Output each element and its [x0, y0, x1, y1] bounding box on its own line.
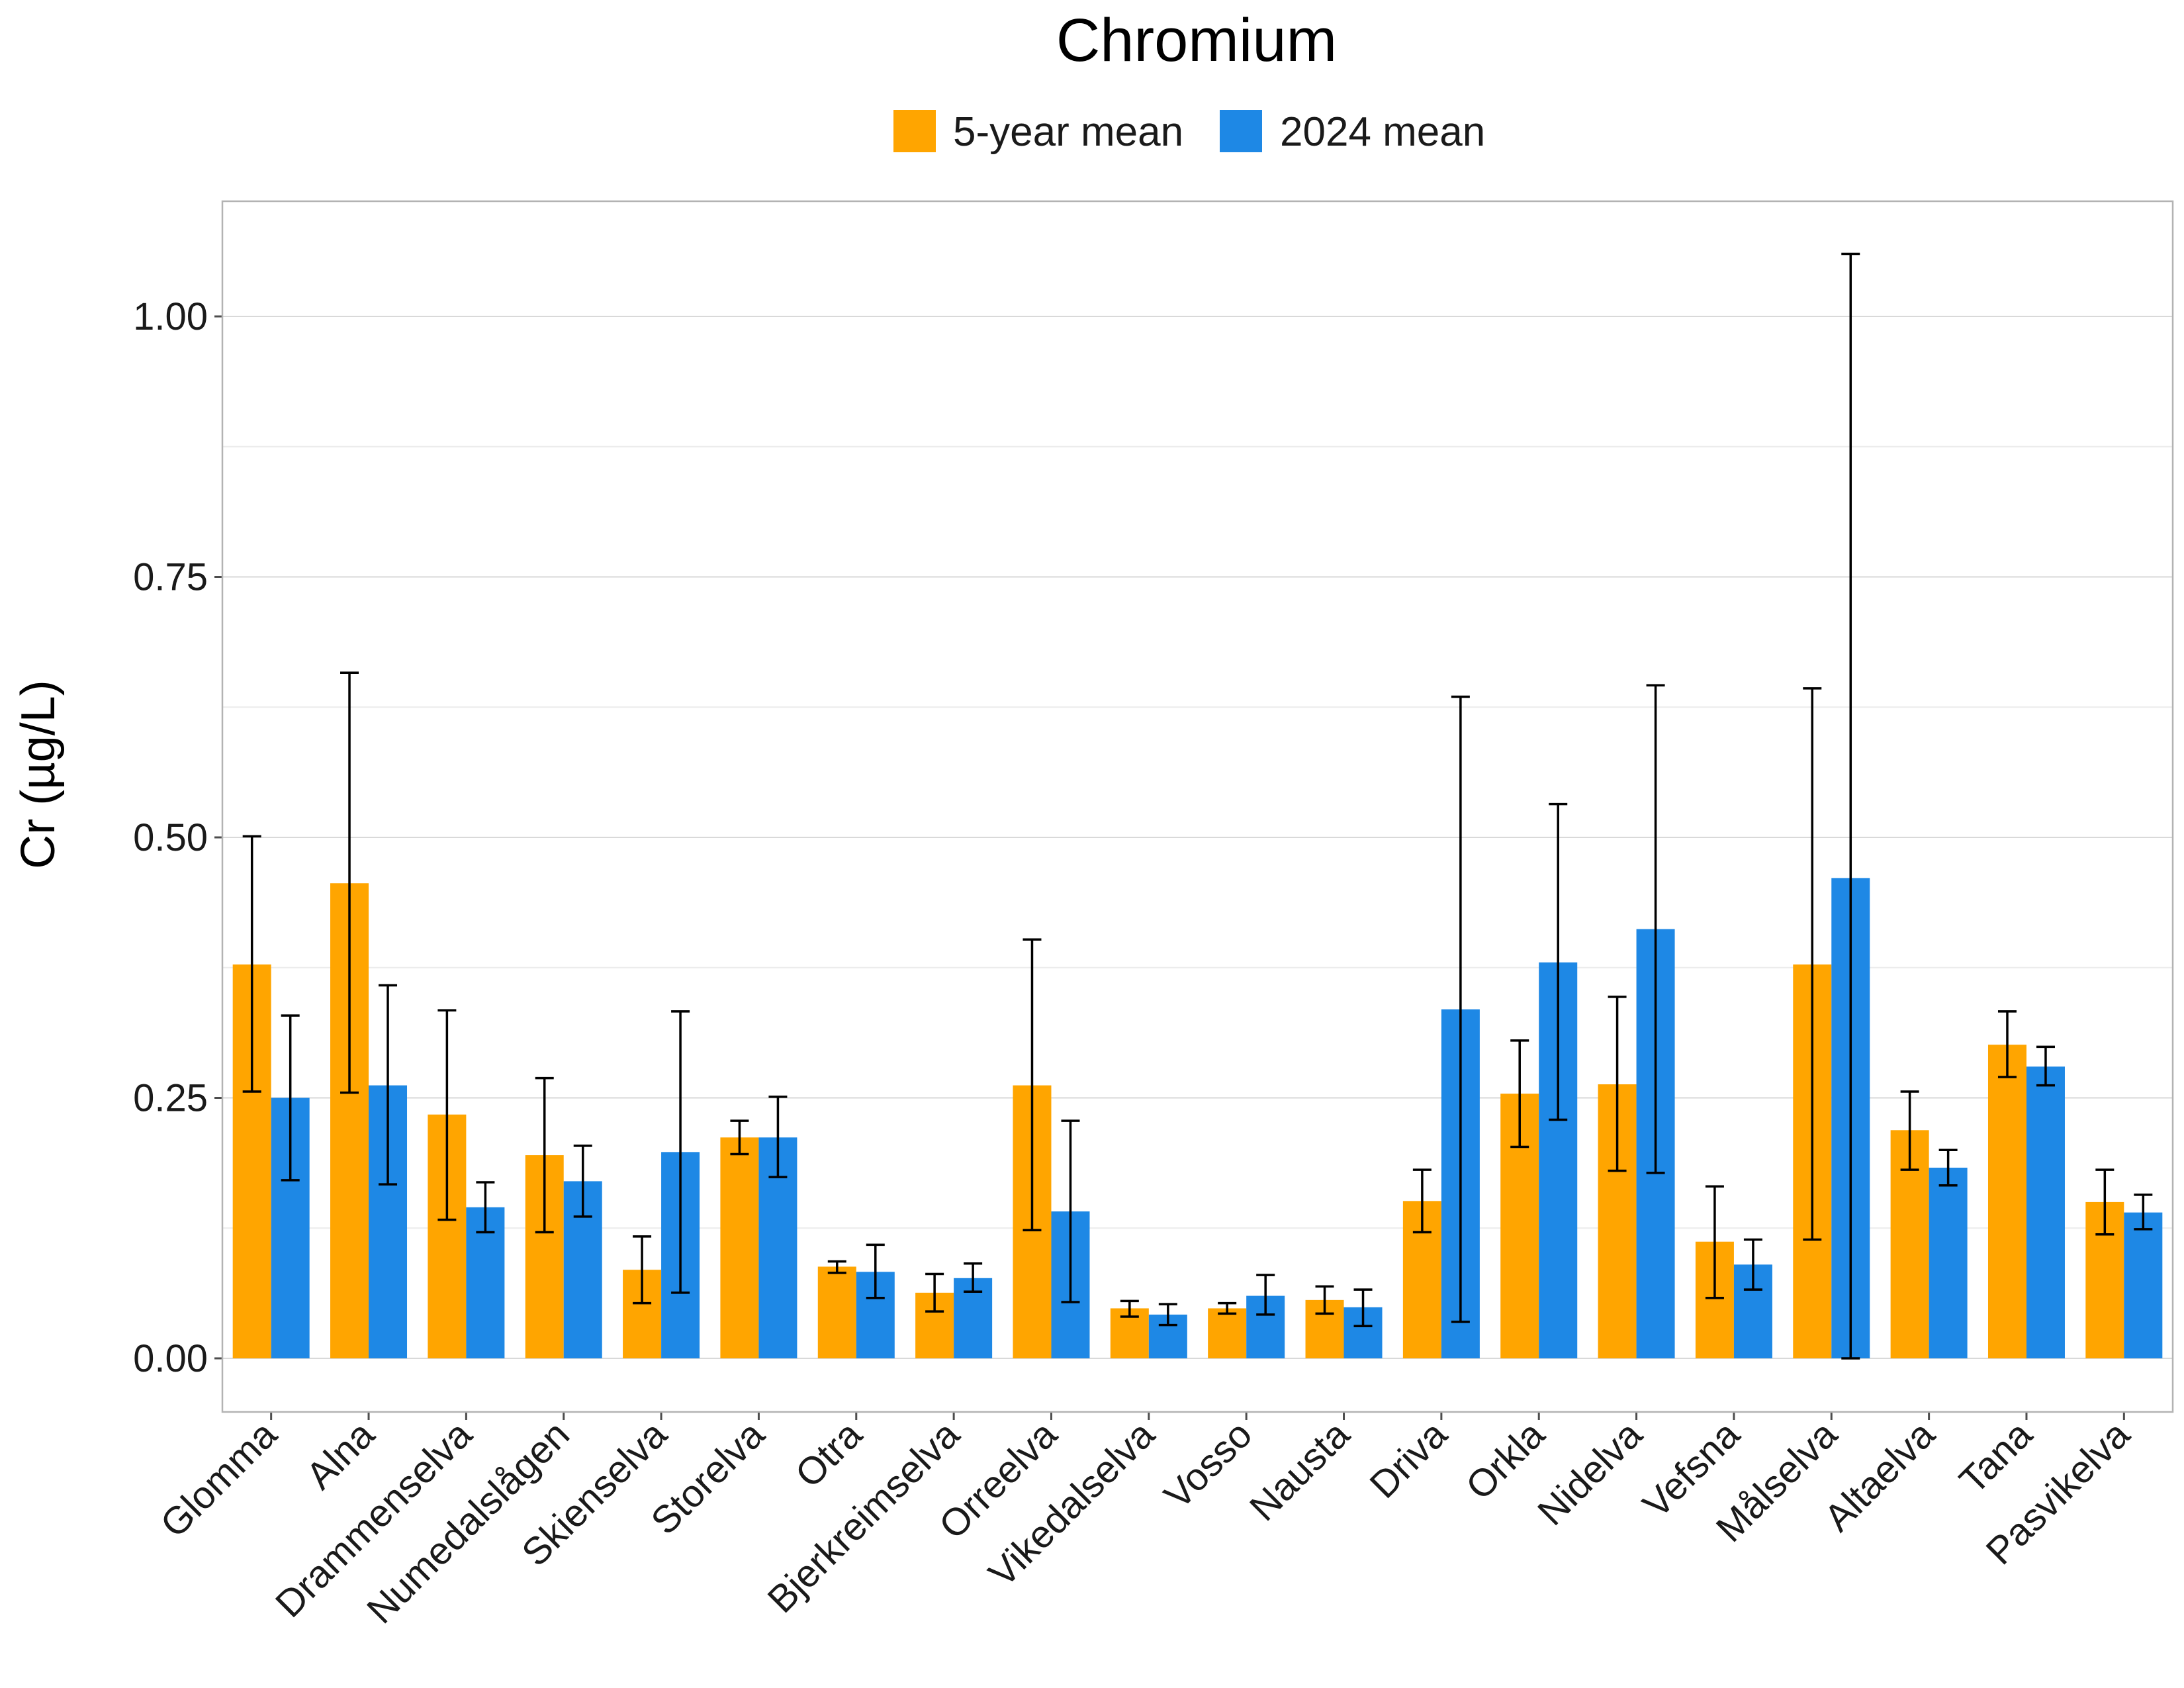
error-bar-tana-2024-mean — [2036, 1045, 2055, 1087]
error-bar-altaelva-5-year-mean — [1900, 1090, 1919, 1171]
y-tick-label: 1.00 — [133, 295, 208, 338]
error-bar-numedalslagen-2024-mean — [573, 1145, 592, 1218]
plot-panel-border — [221, 200, 2174, 1413]
legend-label-2024-mean: 2024 mean — [1280, 109, 1485, 155]
error-bar-storelva-5-year-mean — [730, 1119, 749, 1156]
y-tick-label: 0.00 — [133, 1337, 208, 1380]
y-tick-label: 0.50 — [133, 816, 208, 859]
error-bar-vikedalselva-2024-mean — [1158, 1303, 1177, 1327]
error-bar-otra-5-year-mean — [827, 1260, 846, 1274]
error-bar-nausta-5-year-mean — [1315, 1285, 1334, 1315]
error-bar-malselva-5-year-mean — [1803, 687, 1822, 1241]
error-bar-driva-2024-mean — [1451, 695, 1470, 1323]
error-bar-glomma-2024-mean — [281, 1014, 300, 1182]
error-bar-nausta-2024-mean — [1353, 1288, 1373, 1327]
error-bar-pasvikelva-2024-mean — [2134, 1194, 2153, 1231]
error-bar-orreelva-2024-mean — [1061, 1119, 1080, 1303]
gridlines — [222, 316, 2173, 1359]
legend-swatch-2024-mean — [1220, 110, 1262, 152]
bar-otra-5-year-mean — [817, 1266, 856, 1358]
error-bar-skienselva-2024-mean — [671, 1010, 690, 1294]
error-bar-drammenselva-2024-mean — [476, 1181, 495, 1234]
error-bar-vikedalselva-5-year-mean — [1120, 1299, 1139, 1318]
error-bar-nidelva-5-year-mean — [1608, 996, 1627, 1172]
x-tick-label-nidelva: Nidelva — [1529, 1413, 1651, 1534]
y-tick-label: 0.25 — [133, 1077, 208, 1120]
error-bar-orkla-2024-mean — [1549, 802, 1568, 1121]
error-bar-vefsna-5-year-mean — [1705, 1185, 1724, 1299]
error-bar-bjerkreimselva-5-year-mean — [925, 1272, 944, 1313]
error-bar-vosso-5-year-mean — [1218, 1301, 1237, 1315]
bar-tana-2024-mean — [2026, 1066, 2065, 1358]
x-tick-label-otra: Otra — [787, 1413, 870, 1496]
chart-title: Chromium — [1056, 7, 1337, 74]
bar-storelva-5-year-mean — [720, 1137, 759, 1358]
y-axis-ticks: 0.00 0.25 0.50 0.75 1.00 — [133, 295, 222, 1380]
x-tick-label-altaelva: Altaelva — [1816, 1413, 1943, 1540]
error-bar-skienselva-5-year-mean — [633, 1235, 652, 1305]
x-tick-label-alna: Alna — [298, 1413, 383, 1498]
bar-vosso-5-year-mean — [1208, 1308, 1247, 1358]
error-bar-numedalslagen-5-year-mean — [535, 1076, 554, 1234]
x-tick-label-driva: Driva — [1361, 1413, 1455, 1507]
error-bar-pasvikelva-5-year-mean — [2095, 1168, 2115, 1236]
legend-label-5-year-mean: 5-year mean — [953, 109, 1183, 155]
y-axis-label: Cr (µg/L) — [12, 680, 65, 869]
x-tick-label-glomma: Glomma — [152, 1413, 285, 1546]
error-bar-otra-2024-mean — [866, 1243, 885, 1299]
error-bar-alna-2024-mean — [379, 984, 398, 1186]
error-bar-driva-5-year-mean — [1412, 1168, 1432, 1234]
error-bar-alna-5-year-mean — [340, 671, 359, 1094]
y-tick-label: 0.75 — [133, 556, 208, 599]
error-bar-drammenselva-5-year-mean — [437, 1009, 457, 1221]
error-bar-orkla-5-year-mean — [1510, 1039, 1529, 1149]
error-bar-orreelva-5-year-mean — [1023, 938, 1042, 1232]
error-bar-bjerkreimselva-2024-mean — [964, 1262, 983, 1293]
error-bar-glomma-5-year-mean — [242, 835, 261, 1093]
legend: 5-year mean 2024 mean — [893, 109, 1485, 155]
error-bar-storelva-2024-mean — [768, 1096, 788, 1178]
bars — [232, 878, 2163, 1358]
x-tick-label-nausta: Nausta — [1242, 1413, 1358, 1529]
x-tick-label-tana: Tana — [1951, 1413, 2040, 1502]
error-bar-altaelva-2024-mean — [1938, 1149, 1958, 1187]
error-bar-nidelva-2024-mean — [1646, 684, 1665, 1174]
error-bar-vosso-2024-mean — [1256, 1274, 1275, 1316]
error-bar-malselva-2024-mean — [1841, 252, 1860, 1360]
legend-swatch-5-year-mean — [893, 110, 936, 152]
error-bar-vefsna-2024-mean — [1743, 1238, 1762, 1291]
bar-tana-5-year-mean — [1987, 1045, 2026, 1358]
error-bars — [242, 252, 2153, 1360]
bar-altaelva-2024-mean — [1929, 1167, 1968, 1358]
bar-pasvikelva-2024-mean — [2124, 1212, 2163, 1358]
error-bar-tana-5-year-mean — [1997, 1010, 2017, 1078]
x-axis-ticks: Glomma AlnaDrammenselvaNumedalslågenSkien… — [152, 1412, 2138, 1632]
